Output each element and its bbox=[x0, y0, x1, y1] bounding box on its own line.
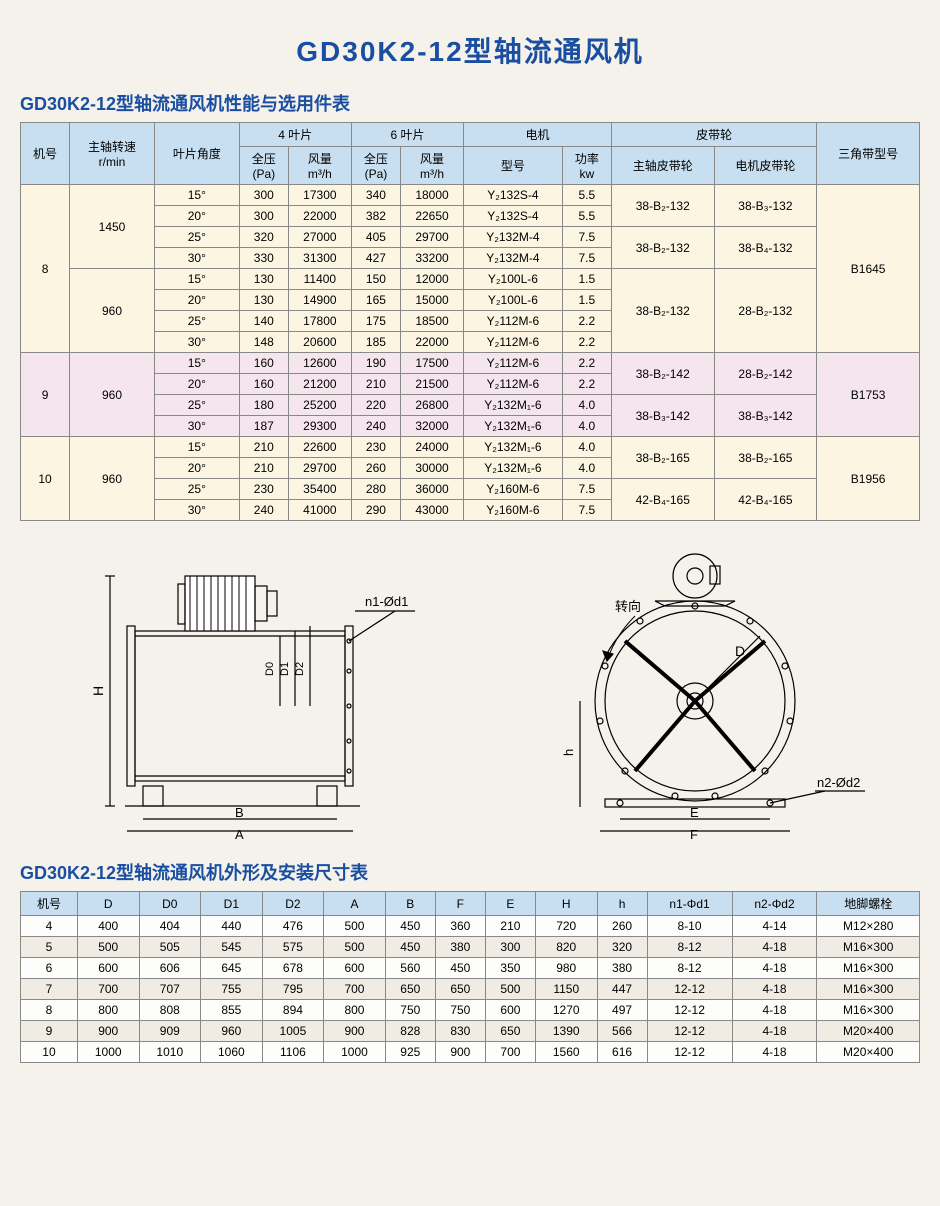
hdr-fullp4: 全压 (Pa) bbox=[239, 147, 288, 185]
label-n1d1: n1-Ød1 bbox=[365, 594, 408, 609]
label-H: H bbox=[90, 686, 106, 696]
table2-title: GD30K2-12型轴流通风机外形及安装尺寸表 bbox=[20, 859, 920, 885]
table-row: 1096015°2102260023024000Y₂132M₁-64.038-B… bbox=[21, 437, 920, 458]
table-row: 8800808855894800750750600127049712-124-1… bbox=[21, 1000, 920, 1021]
hdr-flow4: 风量 m³/h bbox=[288, 147, 351, 185]
column-header: 地脚螺栓 bbox=[817, 892, 920, 916]
hdr-blade-angle: 叶片角度 bbox=[154, 123, 239, 185]
column-header: D0 bbox=[139, 892, 201, 916]
hdr-motor: 电机 bbox=[464, 123, 612, 147]
performance-table: 机号 主轴转速 r/min 叶片角度 4 叶片 6 叶片 电机 皮带轮 三角带型… bbox=[20, 122, 920, 521]
hdr-pulley: 皮带轮 bbox=[611, 123, 816, 147]
column-header: h bbox=[597, 892, 647, 916]
table-row: 1010001010106011061000925900700156061612… bbox=[21, 1042, 920, 1063]
column-header: H bbox=[535, 892, 597, 916]
dimension-table: 机号DD0D1D2ABFEHhn1-Φd1n2-Φd2地脚螺栓 44004044… bbox=[20, 891, 920, 1063]
hdr-fullp6: 全压 (Pa) bbox=[351, 147, 400, 185]
column-header: E bbox=[485, 892, 535, 916]
table-row: 96015°1301140015012000Y₂100L-61.538-B₂-1… bbox=[21, 269, 920, 290]
hdr-rpm: 主轴转速 r/min bbox=[70, 123, 155, 185]
table-row: 7700707755795700650650500115044712-124-1… bbox=[21, 979, 920, 1000]
column-header: D bbox=[77, 892, 139, 916]
column-header: 机号 bbox=[21, 892, 78, 916]
label-h: h bbox=[561, 749, 576, 756]
label-rotation: 转向 bbox=[615, 599, 641, 614]
label-D2: D2 bbox=[294, 662, 306, 676]
hdr-blade6: 6 叶片 bbox=[351, 123, 463, 147]
table-row: 44004044404765004503602107202608-104-14M… bbox=[21, 916, 920, 937]
column-header: n2-Φd2 bbox=[732, 892, 817, 916]
column-header: D2 bbox=[262, 892, 324, 916]
table-row: 8145015°3001730034018000Y₂132S-45.538-B₂… bbox=[21, 185, 920, 206]
column-header: B bbox=[385, 892, 435, 916]
hdr-machine-no: 机号 bbox=[21, 123, 70, 185]
table-row: 996015°1601260019017500Y₂112M-62.238-B₂-… bbox=[21, 353, 920, 374]
table1-title: GD30K2-12型轴流通风机性能与选用件表 bbox=[20, 90, 920, 116]
table-row: 25°2303540028036000Y₂160M-67.542-B₄-1654… bbox=[21, 479, 920, 500]
table-row: 55005055455755004503803008203208-124-18M… bbox=[21, 937, 920, 958]
hdr-vbelt: 三角带型号 bbox=[817, 123, 920, 185]
table-row: 66006066456786005604503509803808-124-18M… bbox=[21, 958, 920, 979]
column-header: F bbox=[435, 892, 485, 916]
front-view-diagram: 转向 D h E F n2-Ød2 bbox=[515, 541, 875, 841]
side-view-diagram: H n1-Ød1 D0 D1 D2 B A bbox=[65, 541, 425, 841]
hdr-power: 功率 kw bbox=[562, 147, 611, 185]
hdr-blade4: 4 叶片 bbox=[239, 123, 351, 147]
hdr-model: 型号 bbox=[464, 147, 563, 185]
label-D0: D0 bbox=[264, 662, 276, 676]
hdr-main-pulley: 主轴皮带轮 bbox=[611, 147, 714, 185]
label-D1: D1 bbox=[279, 662, 291, 676]
label-n2d2: n2-Ød2 bbox=[817, 775, 860, 790]
label-E: E bbox=[690, 805, 699, 820]
column-header: D1 bbox=[201, 892, 263, 916]
table-row: 25°1802520022026800Y₂132M₁-64.038-B₃-142… bbox=[21, 395, 920, 416]
label-B: B bbox=[235, 805, 244, 820]
label-F: F bbox=[690, 827, 698, 841]
label-D: D bbox=[735, 643, 745, 659]
label-A: A bbox=[235, 827, 244, 841]
hdr-motor-pulley: 电机皮带轮 bbox=[714, 147, 817, 185]
table-row: 99009099601005900828830650139056612-124-… bbox=[21, 1021, 920, 1042]
page-title: GD30K2-12型轴流通风机 bbox=[20, 30, 920, 70]
column-header: n1-Φd1 bbox=[647, 892, 732, 916]
hdr-flow6: 风量 m³/h bbox=[400, 147, 463, 185]
column-header: A bbox=[324, 892, 386, 916]
table-row: 25°3202700040529700Y₂132M-47.538-B₂-1323… bbox=[21, 227, 920, 248]
diagram-row: H n1-Ød1 D0 D1 D2 B A bbox=[20, 541, 920, 841]
